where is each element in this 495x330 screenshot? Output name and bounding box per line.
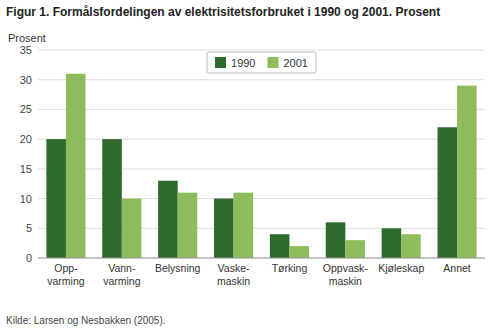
x-tick-label: Kjøleskap bbox=[378, 262, 424, 274]
bars bbox=[46, 74, 476, 258]
grid-line bbox=[38, 50, 485, 51]
y-tick-label: 0 bbox=[26, 252, 32, 264]
bar bbox=[66, 74, 86, 258]
chart: Figur 1. Formålsfordelingen av elektrisi… bbox=[0, 0, 495, 330]
x-axis-line bbox=[38, 258, 485, 259]
legend-label: 1990 bbox=[231, 57, 255, 69]
x-tick-label: Vann-varming bbox=[103, 262, 141, 287]
x-tick-label-line: maskin bbox=[217, 275, 250, 287]
y-tick-label: 35 bbox=[20, 44, 32, 56]
x-tick-label-line: Oppvask- bbox=[323, 262, 368, 274]
y-tick-label: 10 bbox=[20, 193, 32, 205]
x-tick-label-line: Annet bbox=[443, 262, 471, 274]
x-tick-label: Opp-varming bbox=[47, 262, 85, 287]
bar bbox=[158, 181, 178, 258]
title: Figur 1. Formålsfordelingen av elektrisi… bbox=[6, 5, 440, 19]
y-tick-label: 30 bbox=[20, 74, 32, 86]
grid-line bbox=[38, 79, 485, 80]
y-tick-label: 15 bbox=[20, 163, 32, 175]
bar bbox=[326, 222, 346, 258]
y-tick-label: 25 bbox=[20, 103, 32, 115]
grid bbox=[38, 50, 485, 258]
x-tick-label-line: Opp- bbox=[54, 262, 78, 274]
x-tick-label-line: Vaske- bbox=[218, 262, 250, 274]
grid-line bbox=[38, 258, 485, 259]
bar bbox=[382, 228, 402, 258]
x-tick-label-line: varming bbox=[103, 275, 141, 287]
legend-label: 2001 bbox=[284, 57, 308, 69]
x-tick-label-line: Vann- bbox=[108, 262, 136, 274]
x-tick-label-line: Tørking bbox=[272, 262, 308, 274]
bar bbox=[457, 86, 477, 258]
y-axis-label: Prosent bbox=[8, 32, 46, 44]
title-line: Figur 1. Formålsfordelingen av elektrisi… bbox=[6, 5, 440, 19]
bar bbox=[401, 234, 421, 258]
bar bbox=[102, 139, 122, 258]
x-tick-label-line: Kjøleskap bbox=[378, 262, 424, 274]
x-tick-label: Tørking bbox=[272, 262, 308, 274]
bar bbox=[289, 246, 309, 258]
x-tick-label: Vaske-maskin bbox=[217, 262, 250, 287]
legend: 1990 2001 bbox=[207, 52, 316, 73]
bar bbox=[46, 139, 66, 258]
source: Kilde: Larsen og Nesbakken (2005). bbox=[6, 315, 166, 326]
y-tick-label: 5 bbox=[26, 222, 32, 234]
x-tick-label-line: varming bbox=[47, 275, 85, 287]
x-tick-label: Oppvask-maskin bbox=[323, 262, 368, 287]
y-tick-label: 20 bbox=[20, 133, 32, 145]
bar bbox=[438, 127, 458, 258]
bar bbox=[214, 199, 234, 258]
x-tick-label-line: Belysning bbox=[155, 262, 201, 274]
x-tick-label: Belysning bbox=[155, 262, 201, 274]
legend-swatch bbox=[215, 57, 226, 68]
bar bbox=[234, 193, 254, 258]
bar bbox=[122, 199, 142, 258]
legend-frame bbox=[207, 52, 316, 73]
x-tick-label-line: maskin bbox=[329, 275, 362, 287]
bar bbox=[270, 234, 290, 258]
bar bbox=[178, 193, 198, 258]
grid-line bbox=[38, 109, 485, 110]
legend-swatch bbox=[268, 57, 279, 68]
bar bbox=[345, 240, 365, 258]
x-tick-label: Annet bbox=[443, 262, 471, 274]
